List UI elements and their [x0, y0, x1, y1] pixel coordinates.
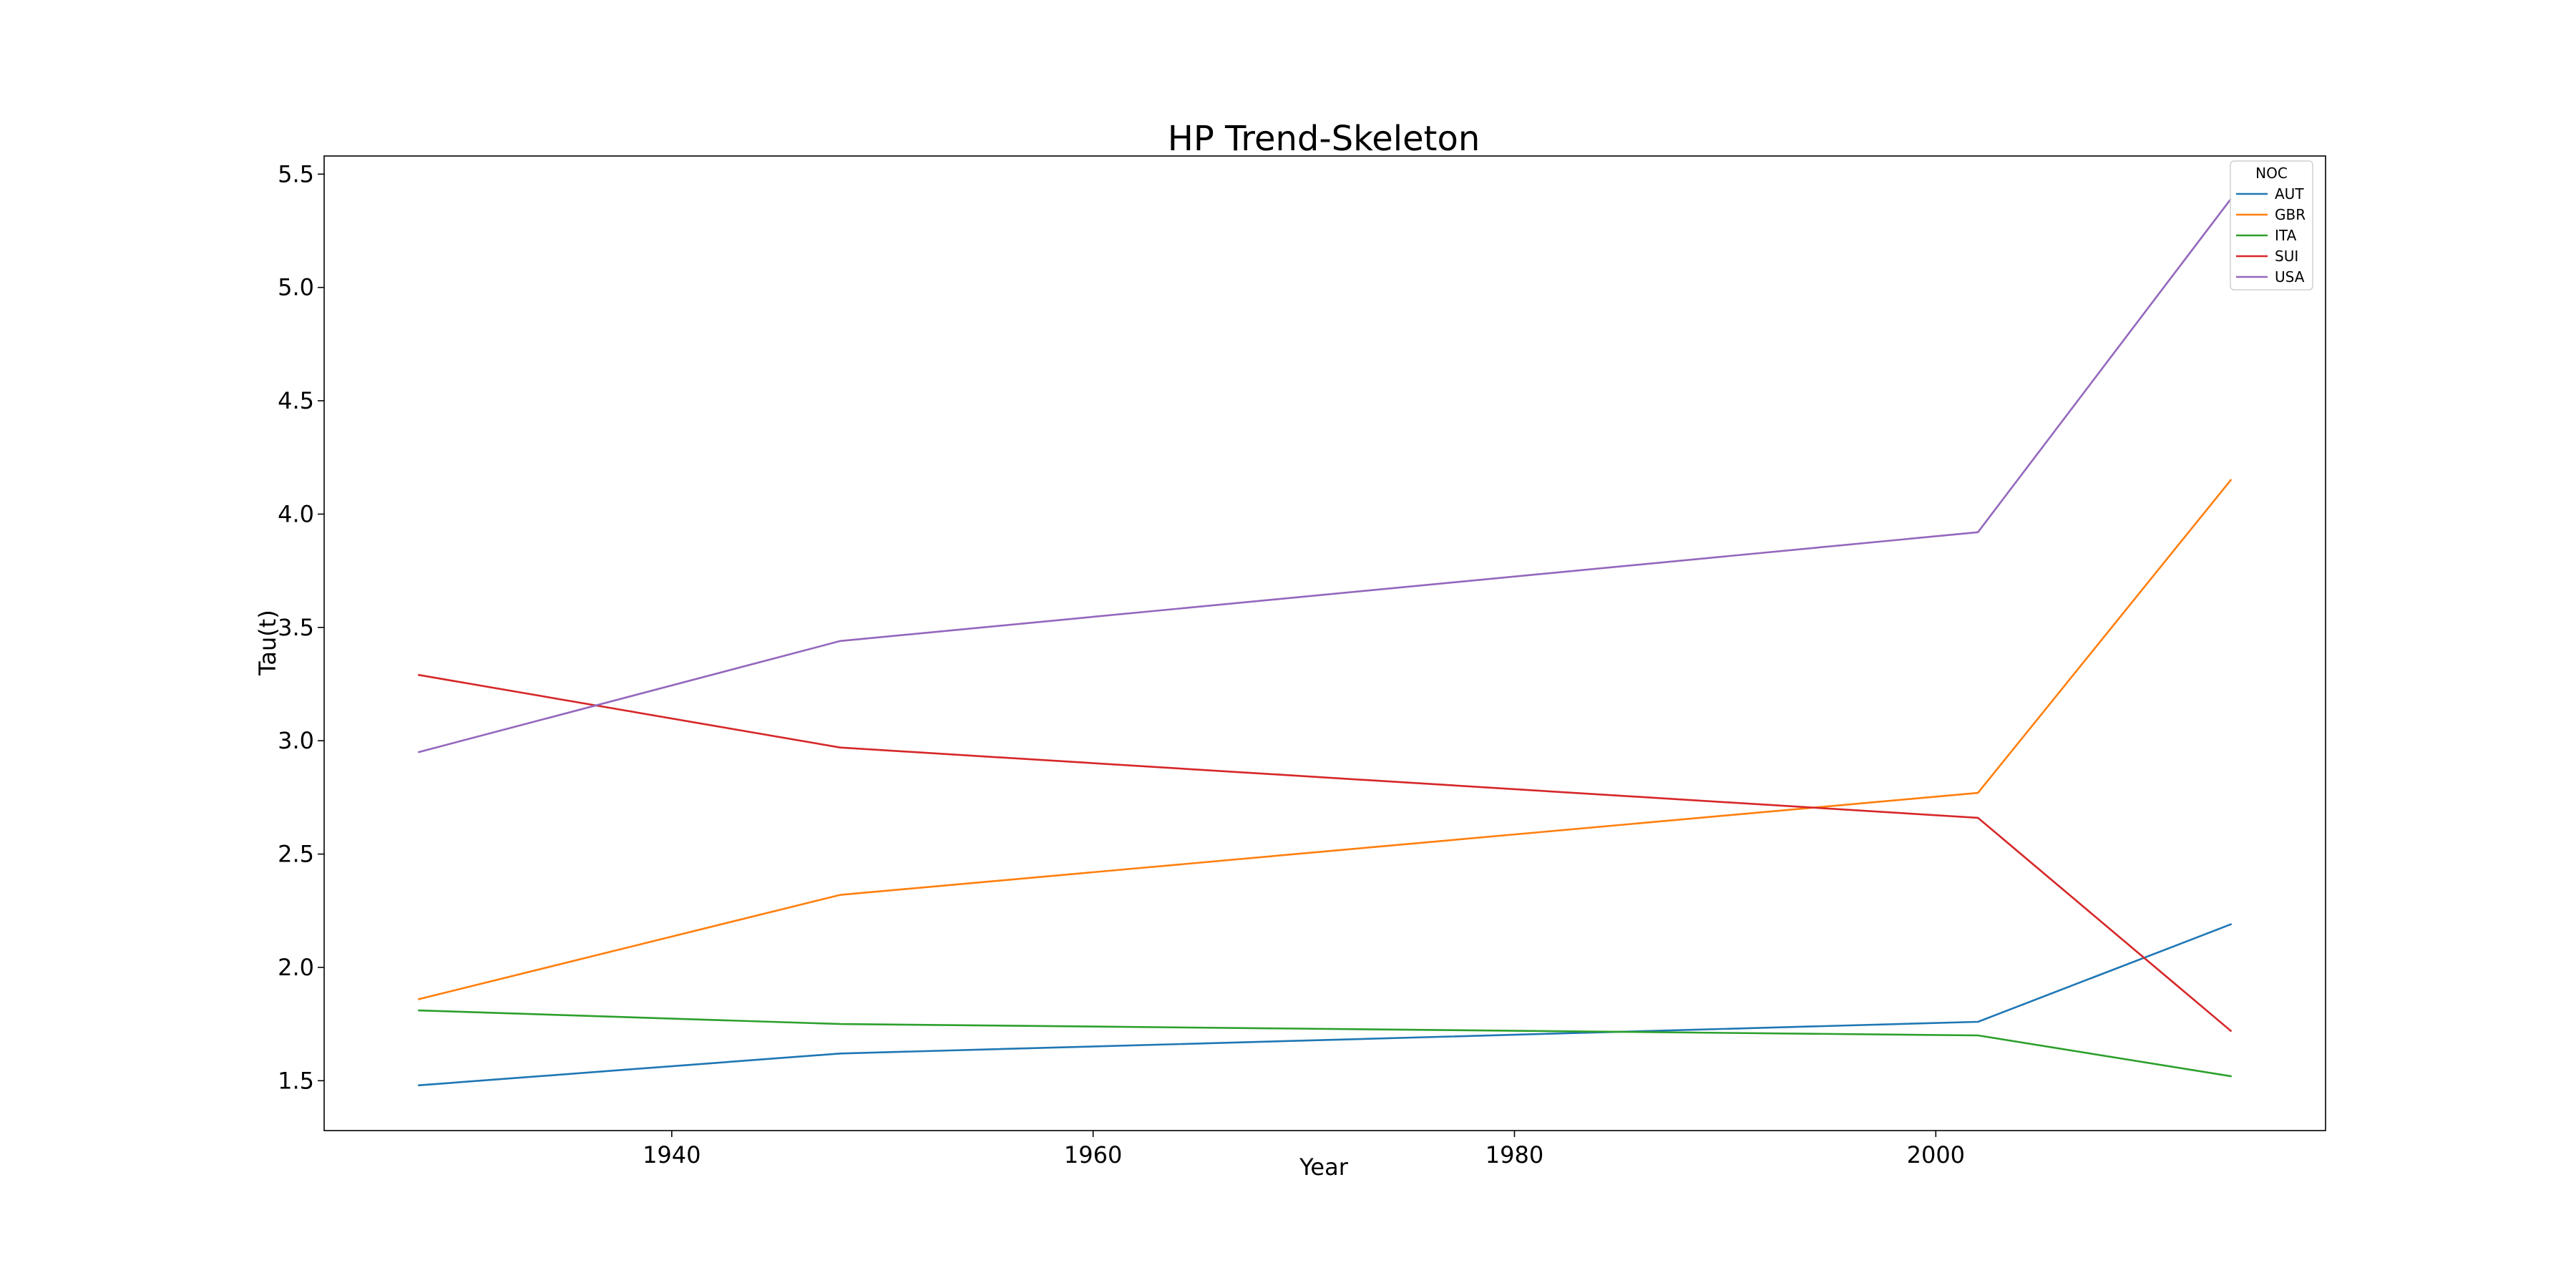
- y-axis-label: Tau(t): [254, 610, 281, 676]
- x-tick-label: 2000: [1907, 1141, 1965, 1169]
- y-tick-label: 4.0: [278, 500, 314, 527]
- y-tick-label: 5.5: [278, 160, 314, 187]
- plot-frame: [323, 155, 2326, 1131]
- y-tick-label: 2.0: [278, 954, 314, 981]
- series-line-sui: [417, 673, 2233, 1033]
- legend-label-ita: ITA: [2275, 227, 2297, 244]
- series-line-gbr: [417, 479, 2233, 1000]
- y-tick-label: 3.5: [278, 614, 314, 641]
- y-tick-label: 5.0: [278, 274, 314, 301]
- legend-title: NOC: [2255, 165, 2288, 182]
- legend-label-sui: SUI: [2275, 248, 2298, 265]
- series-line-ita: [418, 1009, 2232, 1078]
- legend-label-usa: USA: [2275, 268, 2305, 286]
- x-tick-label: 1980: [1485, 1141, 1543, 1169]
- x-tick-label: 1940: [643, 1141, 701, 1169]
- plot-area: 1940 1960 1980 2000 1.5 2.0 2.5 3.0 3.5 4.0 4.5 5.0…: [278, 155, 2326, 1169]
- y-tick-label: 2.5: [278, 841, 314, 868]
- series-line-usa: [417, 197, 2233, 753]
- series-line-aut: [418, 923, 2233, 1087]
- legend-label-aut: AUT: [2275, 185, 2304, 203]
- x-tick-label: 1960: [1064, 1141, 1122, 1169]
- x-axis-label: Year: [1299, 1153, 1349, 1181]
- y-tick-label: 1.5: [278, 1067, 314, 1094]
- chart-title: HP Trend-Skeleton: [1168, 119, 1480, 159]
- legend: NOC AUT GBR ITA SUI USA: [2230, 160, 2313, 291]
- y-tick-label: 4.5: [278, 387, 314, 414]
- y-tick-label: 3.0: [278, 727, 314, 754]
- legend-label-gbr: GBR: [2275, 206, 2306, 223]
